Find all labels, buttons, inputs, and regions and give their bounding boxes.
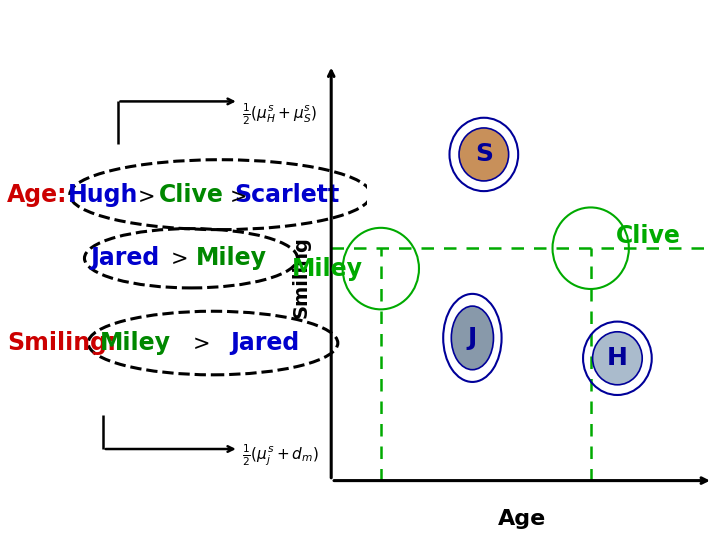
- Text: Clive: Clive: [158, 183, 223, 207]
- Text: Infer image category using max-likelihood: Infer image category using max-likelihoo…: [139, 505, 581, 526]
- Text: Clive: Clive: [616, 224, 680, 248]
- Text: >: >: [193, 334, 211, 354]
- Text: >: >: [171, 249, 189, 269]
- Text: Jared: Jared: [230, 331, 299, 355]
- Text: Age: Age: [498, 509, 546, 529]
- Text: S: S: [475, 143, 492, 166]
- Text: Age:: Age:: [7, 183, 68, 207]
- Text: Smiling: Smiling: [291, 236, 310, 318]
- Circle shape: [459, 128, 508, 181]
- Text: H: H: [607, 346, 628, 370]
- Text: Jared: Jared: [90, 246, 159, 270]
- Ellipse shape: [451, 306, 493, 370]
- Text: Miley: Miley: [196, 246, 267, 270]
- Text: >: >: [230, 187, 248, 207]
- Text: Smiling:: Smiling:: [7, 331, 117, 355]
- Text: Miley: Miley: [100, 331, 171, 355]
- Text: >: >: [138, 187, 156, 207]
- Text: Scarlett: Scarlett: [234, 183, 339, 207]
- Text: $\frac{1}{2}(\mu_j^s + d_m)$: $\frac{1}{2}(\mu_j^s + d_m)$: [243, 443, 319, 468]
- Text: Relative Attribute[2]: Relative Attribute[2]: [9, 20, 331, 48]
- Circle shape: [593, 332, 642, 385]
- Text: Hugh: Hugh: [68, 183, 138, 207]
- Text: J: J: [468, 326, 477, 350]
- Text: Miley: Miley: [292, 256, 363, 281]
- Text: $\frac{1}{2}(\mu_H^s + \mu_S^s)$: $\frac{1}{2}(\mu_H^s + \mu_S^s)$: [243, 102, 318, 127]
